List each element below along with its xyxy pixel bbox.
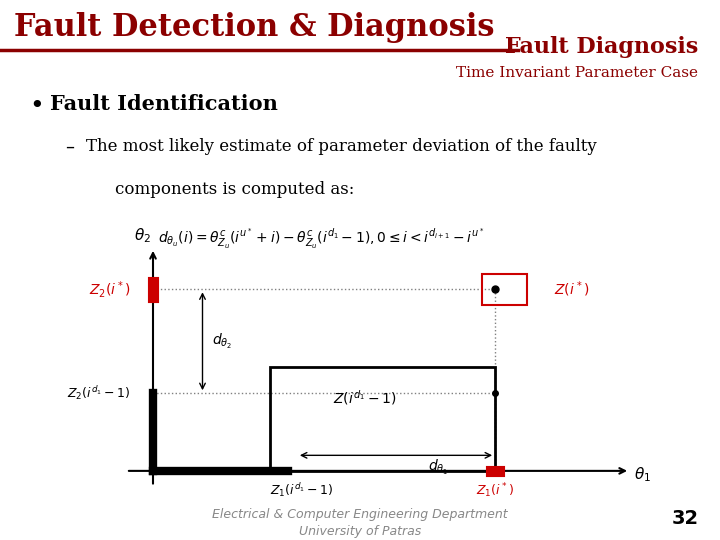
Text: Fault Diagnosis: Fault Diagnosis [505,36,698,58]
Text: Fault Identification: Fault Identification [50,94,278,114]
Text: Electrical & Computer Engineering Department: Electrical & Computer Engineering Depart… [212,508,508,521]
Text: $Z_2(i^{d_1}-1)$: $Z_2(i^{d_1}-1)$ [67,384,130,402]
Text: $d_{\theta_2}$: $d_{\theta_2}$ [212,332,232,351]
Text: $Z(i^{d_1}-1)$: $Z(i^{d_1}-1)$ [333,388,396,407]
Bar [270,367,495,471]
Text: Fault Detection & Diagnosis: Fault Detection & Diagnosis [14,12,495,43]
Text: –: – [65,138,73,156]
Text: $\theta_2$: $\theta_2$ [134,227,150,245]
Text: Time Invariant Parameter Case: Time Invariant Parameter Case [456,66,698,80]
Bar [482,274,526,305]
Text: components is computed as:: components is computed as: [115,181,354,198]
Text: $d_{\theta_u}(i) = \theta^c_{Z_u}\left(i^{u^*}+i\right) - \theta^c_{Z_u}\left(i^: $d_{\theta_u}(i) = \theta^c_{Z_u}\left(i… [158,227,485,251]
Text: •: • [29,94,43,118]
Text: $\theta_1$: $\theta_1$ [634,465,652,484]
Text: $d_{\theta_1}$: $d_{\theta_1}$ [428,458,448,477]
Text: 32: 32 [671,509,698,528]
Text: The most likely estimate of parameter deviation of the faulty: The most likely estimate of parameter de… [86,138,597,154]
Text: $Z_2(i^*)$: $Z_2(i^*)$ [89,279,130,300]
Text: University of Patras: University of Patras [299,525,421,538]
Text: $Z_1(i^{d_1}-1)$: $Z_1(i^{d_1}-1)$ [270,481,333,500]
Text: $Z_1(i^*)$: $Z_1(i^*)$ [476,481,514,500]
Text: $Z(i^*)$: $Z(i^*)$ [554,280,589,299]
